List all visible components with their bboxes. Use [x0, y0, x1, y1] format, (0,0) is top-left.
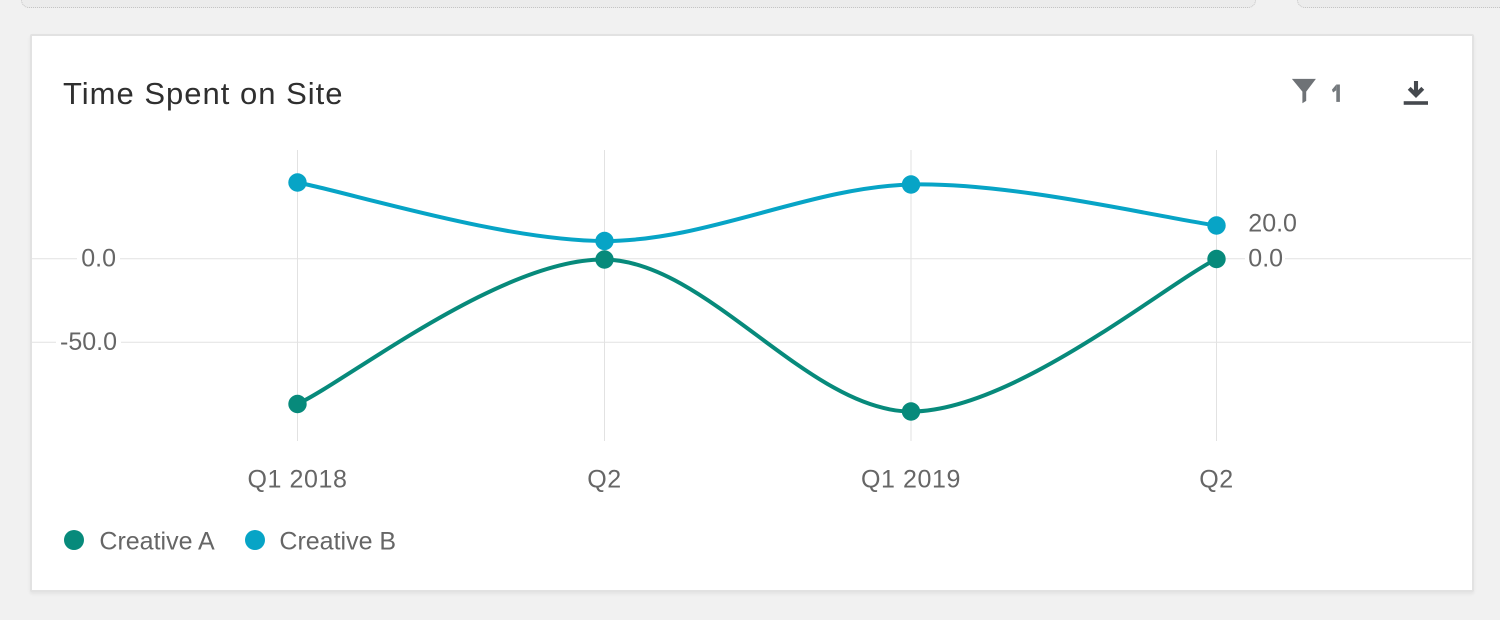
svg-text:0.0: 0.0: [1248, 245, 1283, 273]
svg-text:Q2: Q2: [587, 465, 622, 493]
svg-text:Q2: Q2: [1199, 465, 1234, 493]
svg-text:0.0: 0.0: [81, 245, 116, 273]
svg-text:-50.0: -50.0: [60, 328, 117, 356]
svg-text:Q1 2019: Q1 2019: [861, 465, 961, 493]
svg-text:Q1 2018: Q1 2018: [247, 465, 347, 493]
svg-text:Creative B: Creative B: [279, 528, 396, 556]
svg-text:20.0: 20.0: [1248, 209, 1297, 237]
svg-text:Creative A: Creative A: [99, 528, 215, 556]
